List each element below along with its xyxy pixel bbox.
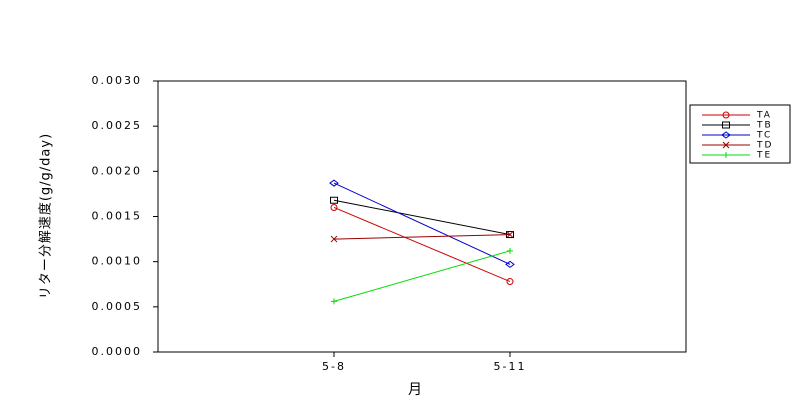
- series-line: [333, 182, 511, 265]
- y-tick-label: 0.0015: [92, 210, 143, 223]
- x-tick-label: 5-11: [494, 360, 527, 373]
- marker: [723, 152, 729, 158]
- series-line: [333, 199, 511, 236]
- y-axis-label: リター分解速度(g/g/day): [38, 133, 54, 299]
- series-line: [333, 207, 511, 283]
- y-tick-label: 0.0010: [92, 255, 143, 268]
- legend-label: TE: [756, 151, 772, 161]
- marker: [722, 141, 730, 149]
- y-tick-label: 0.0020: [92, 164, 143, 177]
- legend-label: TC: [756, 131, 772, 141]
- y-tick-label: 0.0025: [92, 119, 143, 132]
- marker: [507, 247, 513, 254]
- marker: [329, 179, 339, 187]
- marker: [330, 203, 338, 211]
- marker: [505, 260, 515, 269]
- y-tick-label: 0.0000: [92, 345, 143, 358]
- x-axis-label: 月: [408, 382, 424, 398]
- series-line: [333, 234, 511, 240]
- marker: [330, 235, 338, 243]
- marker: [721, 131, 731, 139]
- x-tick-label: 5-8: [322, 360, 346, 373]
- y-tick-label: 0.0005: [92, 300, 143, 313]
- marker: [506, 231, 514, 238]
- marker: [506, 278, 514, 286]
- legend-box: [689, 104, 791, 164]
- marker: [722, 111, 730, 119]
- plot-frame: [157, 80, 687, 353]
- legend-label: TA: [756, 111, 772, 121]
- marker: [330, 196, 338, 204]
- marker: [722, 121, 730, 129]
- y-tick-label: 0.0030: [92, 74, 143, 87]
- marker: [331, 298, 337, 305]
- legend-label: TB: [756, 121, 773, 131]
- legend-label: TD: [756, 141, 773, 151]
- series-line: [333, 250, 511, 302]
